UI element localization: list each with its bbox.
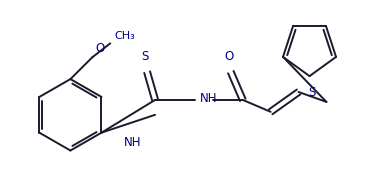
Text: S: S	[141, 50, 149, 63]
Text: NH: NH	[123, 136, 141, 149]
Text: NH: NH	[200, 92, 217, 105]
Text: O: O	[95, 42, 105, 55]
Text: S: S	[308, 86, 315, 99]
Text: O: O	[224, 50, 233, 63]
Text: CH₃: CH₃	[114, 31, 135, 41]
